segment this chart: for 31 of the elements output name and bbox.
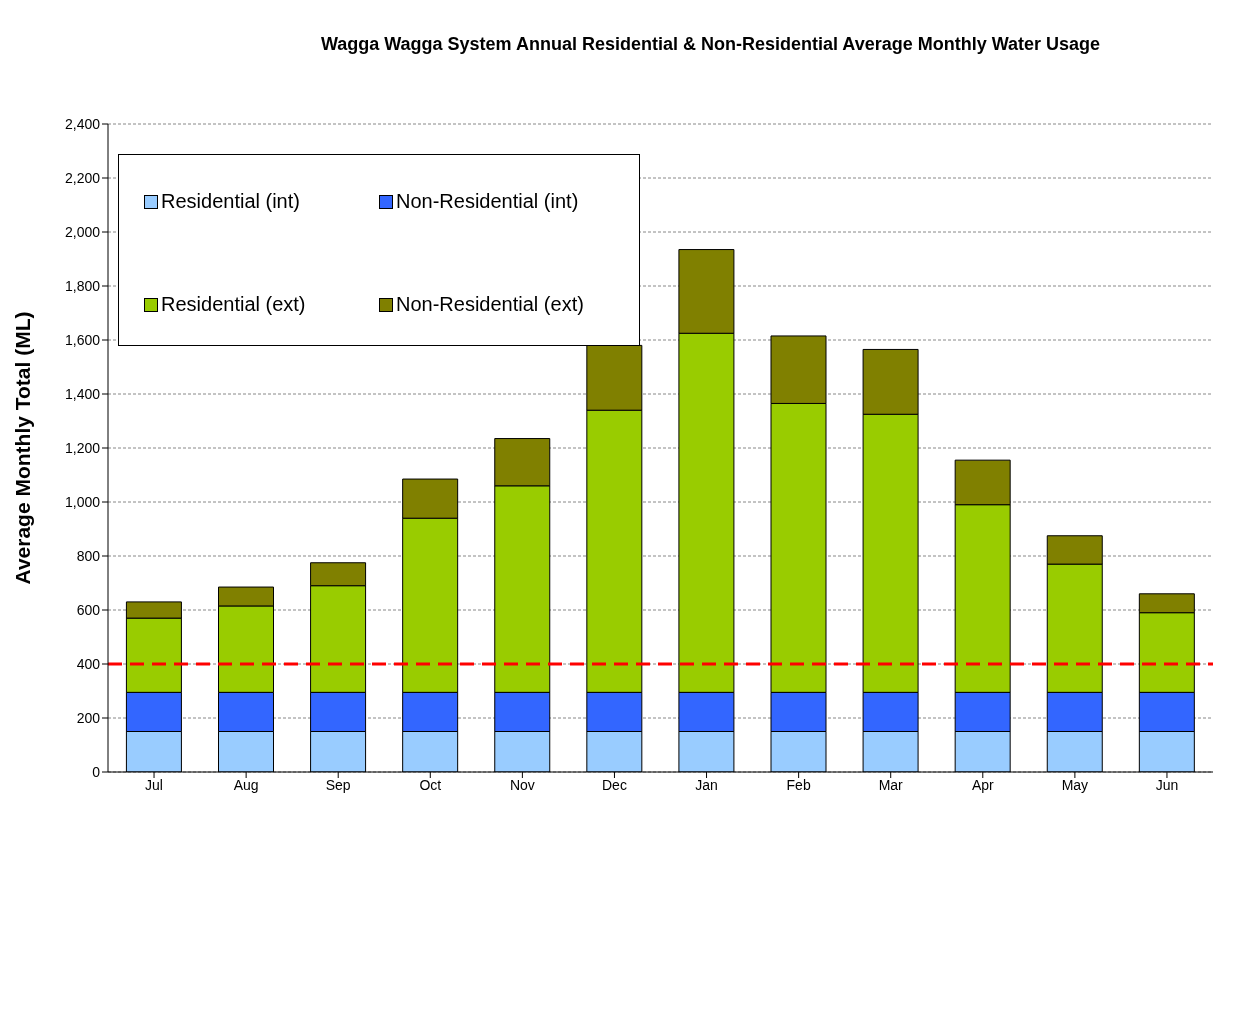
legend-label: Residential (ext)	[160, 293, 307, 316]
x-tick-label: Dec	[602, 776, 627, 793]
x-tick-label: Mar	[878, 776, 904, 793]
y-tick-label: 400	[76, 655, 101, 672]
y-tick-label: 2,400	[64, 115, 101, 132]
y-axis-title: Average Monthly Total (ML)	[11, 311, 35, 585]
y-tick-label: 600	[76, 601, 101, 618]
legend-label: Non-Residential (ext)	[395, 293, 585, 316]
chart-title: Wagga Wagga System Annual Residential & Non-Residential Average Monthly Water Usage	[319, 33, 1102, 56]
x-tick-label: Apr	[971, 776, 995, 793]
x-tick-label: Oct	[419, 776, 442, 793]
y-tick-label: 0	[92, 763, 101, 780]
x-tick-label: Nov	[509, 776, 535, 793]
y-tick-label: 1,800	[64, 277, 101, 294]
x-tick-label: Sep	[325, 776, 351, 793]
y-tick-label: 200	[76, 709, 101, 726]
x-tick-label: May	[1061, 776, 1089, 793]
y-tick-label: 1,600	[64, 331, 101, 348]
x-tick-label: Jun	[1155, 776, 1179, 793]
y-tick-label: 1,200	[64, 439, 101, 456]
y-tick-label: 2,000	[64, 223, 101, 240]
y-tick-label: 1,400	[64, 385, 101, 402]
x-tick-label: Aug	[233, 776, 259, 793]
y-tick-label: 800	[76, 547, 101, 564]
y-tick-label: 1,000	[64, 493, 101, 510]
legend-label: Non-Residential (int)	[395, 190, 580, 213]
x-tick-label: Feb	[786, 776, 811, 793]
legend-label: Residential (int)	[160, 190, 301, 213]
x-tick-label: Jan	[695, 776, 718, 793]
x-tick-label: Jul	[145, 776, 163, 793]
y-tick-label: 2,200	[64, 169, 101, 186]
